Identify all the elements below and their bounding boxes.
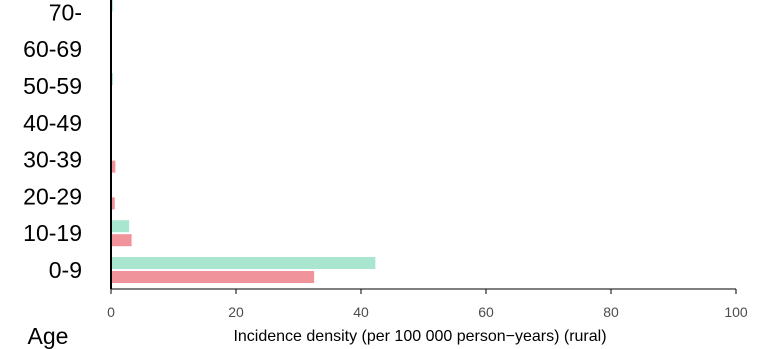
bar-20-29-series-2 (111, 197, 115, 210)
x-axis-ticks: 0 20 40 60 80 100 (107, 289, 748, 320)
category-label-40-49: 40-49 (23, 110, 82, 136)
category-label-60-69: 60-69 (23, 36, 82, 62)
bar-0-9-series-2 (111, 271, 315, 283)
category-label-50-59: 50-59 (23, 73, 82, 99)
x-tick-label-100: 100 (724, 304, 748, 320)
category-label-20-29: 20-29 (23, 183, 82, 209)
category-label-10-19: 10-19 (23, 220, 82, 246)
x-tick-label-40: 40 (353, 304, 369, 320)
category-label-0-9: 0-9 (49, 257, 82, 283)
bar-30-39-series-2 (111, 160, 116, 173)
x-tick-label-0: 0 (107, 304, 115, 320)
category-label-70-: 70- (49, 0, 82, 25)
bar-10-19-series-2 (111, 234, 132, 247)
x-tick-label-60: 60 (478, 304, 494, 320)
age-category-labels: 0-9 10-19 20-29 30-39 40-49 50-59 60-69 70- (23, 0, 82, 283)
bars-group (111, 0, 376, 283)
x-axis-title: Incidence density (per 100 000 person−ye… (233, 328, 606, 345)
x-tick-label-80: 80 (603, 304, 619, 320)
bar-0-9-series-1 (111, 257, 376, 269)
y-axis-title: Age (28, 323, 69, 349)
category-label-30-39: 30-39 (23, 147, 82, 173)
bar-10-19-series-1 (111, 220, 130, 233)
x-tick-label-20: 20 (228, 304, 244, 320)
